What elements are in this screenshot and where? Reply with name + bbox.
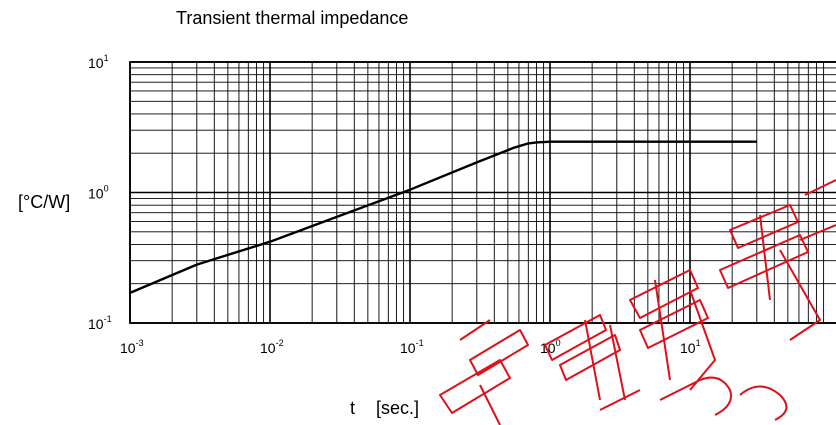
x-tick-label: 10-2 (260, 338, 284, 356)
y-tick-label: 101 (88, 53, 109, 71)
x-axis-unit: [sec.] (376, 398, 420, 418)
grid (129, 61, 836, 324)
y-tick-label: 10-1 (88, 314, 112, 332)
x-axis-label: t (350, 398, 356, 418)
series-line-1 (129, 140, 757, 295)
y-tick-label: 100 (88, 184, 109, 202)
x-tick-labels: 10-3 10-2 10-1 100 101 (120, 338, 701, 356)
x-tick-label: 10-3 (120, 338, 144, 356)
y-tick-labels: 101 100 10-1 (88, 53, 112, 332)
x-axis-label-group: t [sec.] (350, 398, 419, 419)
y-axis-label: [°C/W] (18, 192, 71, 212)
x-tick-label: 101 (680, 338, 701, 356)
chart-title: Transient thermal impedance (176, 8, 409, 28)
x-tick-label: 100 (540, 338, 561, 356)
x-tick-label: 10-1 (400, 338, 424, 356)
series-group (129, 140, 757, 295)
